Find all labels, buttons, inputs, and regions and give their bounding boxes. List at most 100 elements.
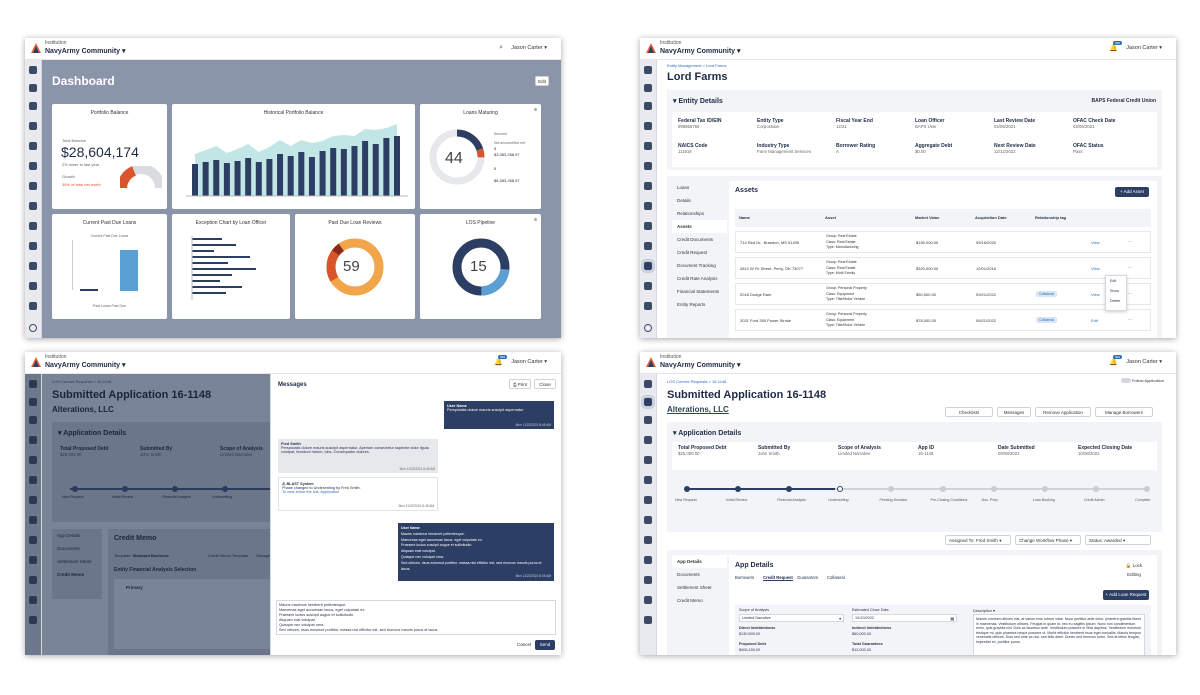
workflow-step-dot[interactable]: [990, 486, 997, 492]
change-phase-select[interactable]: Change Workflow Phase ▾: [1015, 535, 1081, 545]
app-nav-item[interactable]: Settlement Sheet: [57, 559, 92, 564]
breadcrumb[interactable]: LOS Current Requests > 16-1148: [667, 379, 727, 384]
nav-folder-icon[interactable]: [644, 282, 652, 290]
entity-nav-item[interactable]: Assets: [672, 220, 727, 233]
action-button[interactable]: Manage Borrowers: [1095, 407, 1153, 417]
workflow-step-dot[interactable]: [684, 486, 690, 492]
entity-nav-item[interactable]: Details: [677, 198, 691, 203]
send-button[interactable]: Send: [535, 640, 555, 650]
entity-nav-item[interactable]: Relationships: [677, 211, 705, 216]
close-date-input[interactable]: 10/10/2022 ▦: [852, 614, 957, 622]
table-row[interactable]: 2812 W Fir Street, Perry, OK 73077 Group:…: [735, 257, 1151, 279]
app-nav-item[interactable]: Credit Memo: [57, 572, 85, 577]
section-title[interactable]: ▾ Entity Details: [673, 98, 723, 105]
tab[interactable]: Collateral: [827, 575, 845, 580]
nav-database-icon[interactable]: [29, 398, 37, 406]
menu-item[interactable]: Show: [1110, 289, 1119, 293]
nav-doc-icon[interactable]: [644, 222, 652, 230]
description-textarea[interactable]: Mauris omnium ultrices nisi, at varius e…: [973, 614, 1145, 655]
workflow-step-dot[interactable]: [939, 486, 946, 492]
add-loan-request-button[interactable]: + Add Loan Request: [1103, 590, 1149, 600]
column-header[interactable]: Name: [739, 215, 750, 220]
nav-file-icon[interactable]: [29, 556, 37, 564]
nav-users-icon[interactable]: [644, 436, 652, 444]
nav-chat-icon[interactable]: [644, 102, 652, 110]
entity-nav-item[interactable]: Document Tracking: [677, 263, 716, 268]
cancel-button[interactable]: Cancel: [515, 640, 533, 650]
bell-icon[interactable]: 🔔: [1109, 359, 1118, 366]
bell-icon[interactable]: 🔔: [494, 359, 503, 366]
nav-database-icon[interactable]: [644, 84, 652, 92]
nav-file-icon[interactable]: [29, 242, 37, 250]
nav-bank-icon[interactable]: [29, 202, 37, 210]
nav-chart-icon[interactable]: [29, 456, 37, 464]
add-asset-button[interactable]: + Add Asset: [1115, 187, 1149, 197]
nav-chart-icon[interactable]: [29, 142, 37, 150]
nav-report-icon[interactable]: [644, 616, 652, 624]
nav-bank-icon[interactable]: [644, 202, 652, 210]
print-button[interactable]: ⎙ Print: [509, 379, 531, 389]
section-title[interactable]: ▾ Application Details: [673, 430, 742, 437]
nav-report-icon[interactable]: [29, 302, 37, 310]
view-link[interactable]: View: [1091, 266, 1100, 271]
view-link[interactable]: Edit: [1091, 318, 1098, 323]
row-menu-icon[interactable]: ⋯: [1128, 317, 1132, 322]
entity-nav-item[interactable]: Entity Reports: [677, 302, 706, 307]
view-link[interactable]: View: [1091, 292, 1100, 297]
collapse-icon[interactable]: [644, 324, 652, 332]
workflow-step-dot[interactable]: [1041, 486, 1048, 492]
entity-nav-item[interactable]: Financial Statements: [677, 289, 720, 294]
status-select[interactable]: Status: Awarded ▾: [1085, 535, 1151, 545]
app-nav-item[interactable]: Documents: [677, 572, 700, 577]
nav-search-icon[interactable]: [29, 576, 37, 584]
entity-nav-item[interactable]: Loans: [677, 185, 690, 190]
workflow-step-dot[interactable]: [172, 486, 178, 492]
entity-nav-item[interactable]: Credit Request: [677, 250, 708, 255]
nav-briefcase-icon[interactable]: [644, 496, 652, 504]
nav-chat-icon[interactable]: [644, 416, 652, 424]
card-menu-icon[interactable]: ≡: [534, 217, 537, 223]
action-button[interactable]: Remove Application: [1035, 407, 1091, 417]
nav-flag-icon[interactable]: [29, 162, 37, 170]
nav-doc-icon[interactable]: [29, 536, 37, 544]
user-menu[interactable]: Jason Carter ▾: [1126, 45, 1162, 51]
row-menu-icon[interactable]: ⋯: [1128, 291, 1132, 296]
tab[interactable]: Borrowers: [735, 575, 755, 580]
nav-search-icon[interactable]: [644, 576, 652, 584]
column-header[interactable]: Asset: [825, 215, 836, 220]
nav-report-icon[interactable]: [644, 302, 652, 310]
nav-chart-icon[interactable]: [644, 456, 652, 464]
nav-home-icon[interactable]: [29, 380, 37, 388]
workflow-step-dot[interactable]: [786, 486, 793, 492]
nav-file-icon[interactable]: [644, 242, 652, 250]
column-header[interactable]: Acquisition Date: [975, 215, 1007, 220]
app-nav-item[interactable]: Documents: [57, 546, 80, 551]
collapse-icon[interactable]: [29, 324, 37, 332]
nav-flag-icon[interactable]: [644, 476, 652, 484]
nav-briefcase-icon[interactable]: [29, 182, 37, 190]
nav-doc-icon[interactable]: [644, 536, 652, 544]
assigned-to-select[interactable]: Assigned To: Fred Smith ▾: [945, 535, 1011, 545]
tab[interactable]: Credit Request: [763, 575, 793, 581]
nav-home-icon[interactable]: [644, 380, 652, 388]
entity-nav-item[interactable]: Credit Documents: [677, 237, 714, 242]
bell-icon[interactable]: 🔔: [1109, 45, 1118, 52]
nav-bank-icon[interactable]: [644, 516, 652, 524]
workflow-step-dot[interactable]: [1144, 486, 1150, 492]
user-menu[interactable]: Jason Carter ▾: [511, 359, 547, 365]
template-selector[interactable]: Template: Standard Business: [114, 553, 169, 558]
app-nav-item[interactable]: App Details: [57, 533, 81, 538]
user-menu[interactable]: Jason Carter ▾: [1126, 359, 1162, 365]
nav-file-icon[interactable]: [644, 556, 652, 564]
community-selector[interactable]: NavyArmy Community ▾: [45, 48, 126, 55]
nav-chart-icon[interactable]: [644, 142, 652, 150]
breadcrumb[interactable]: LOS Current Requests > 16-1148: [52, 379, 112, 384]
nav-folder-icon[interactable]: [29, 596, 37, 604]
nav-chat-icon[interactable]: [29, 416, 37, 424]
nav-database-icon[interactable]: [641, 395, 655, 409]
nav-flag-icon[interactable]: [644, 162, 652, 170]
section-title[interactable]: ▾ Application Details: [58, 430, 127, 437]
app-nav-item[interactable]: Credit Memo: [677, 598, 703, 603]
nav-database-icon[interactable]: [29, 84, 37, 92]
credit-memo-template[interactable]: Credit Memo Template: [208, 553, 249, 558]
